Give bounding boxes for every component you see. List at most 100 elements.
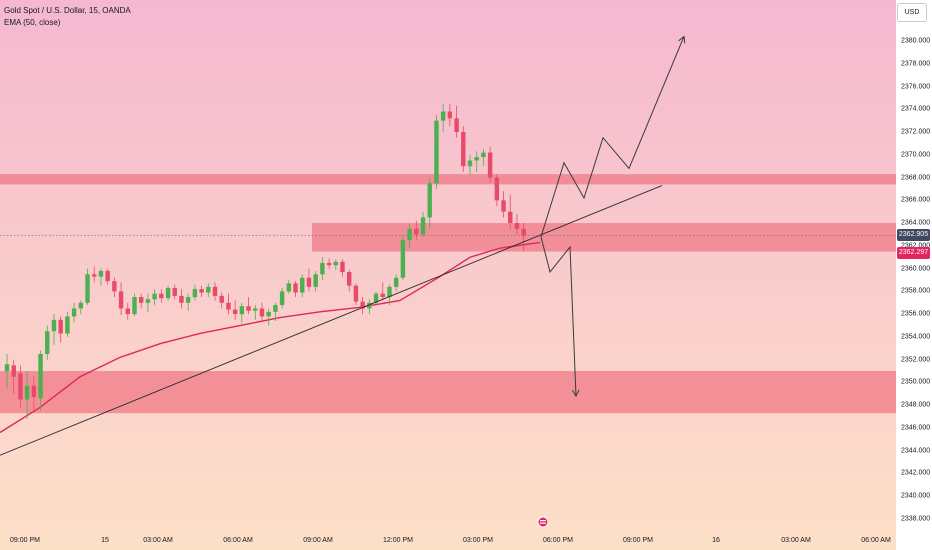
candle[interactable] — [132, 293, 137, 317]
candle[interactable] — [414, 220, 419, 241]
candle[interactable] — [340, 259, 345, 277]
candle[interactable] — [367, 299, 372, 315]
candle[interactable] — [239, 302, 245, 324]
candle[interactable] — [232, 300, 238, 320]
candle[interactable] — [293, 281, 298, 298]
candle[interactable] — [11, 359, 16, 394]
candle[interactable] — [427, 177, 432, 229]
candle[interactable] — [521, 223, 526, 252]
candle[interactable] — [253, 305, 258, 320]
candle[interactable] — [407, 223, 412, 249]
trendline[interactable] — [0, 185, 663, 456]
candle-body — [38, 353, 43, 399]
candle[interactable] — [420, 211, 426, 237]
sr-zone-2[interactable] — [312, 223, 896, 252]
candle[interactable] — [219, 292, 224, 309]
candle[interactable] — [112, 277, 117, 298]
candle[interactable] — [447, 103, 453, 127]
candle[interactable] — [185, 293, 191, 311]
candle[interactable] — [92, 266, 97, 283]
candle[interactable] — [494, 174, 500, 207]
candle[interactable] — [65, 311, 70, 337]
candle[interactable] — [387, 284, 392, 306]
candle-body — [31, 385, 37, 398]
candle[interactable] — [78, 300, 84, 315]
candle[interactable] — [226, 293, 231, 315]
candle[interactable] — [105, 268, 110, 285]
candle[interactable] — [279, 287, 285, 309]
candle[interactable] — [145, 293, 151, 312]
candle[interactable] — [51, 314, 57, 345]
candle[interactable] — [266, 308, 271, 326]
candle[interactable] — [300, 274, 305, 298]
candle[interactable] — [333, 259, 338, 270]
candle[interactable] — [159, 289, 164, 303]
candle-body — [333, 261, 338, 266]
candle[interactable] — [434, 114, 439, 189]
candle-body — [179, 295, 184, 303]
candle-body — [11, 365, 16, 377]
candle[interactable] — [139, 293, 144, 309]
candle[interactable] — [273, 302, 278, 321]
candle[interactable] — [4, 353, 10, 389]
candle[interactable] — [18, 365, 23, 408]
projection-down-line — [540, 236, 577, 397]
candle[interactable] — [514, 213, 520, 235]
candle[interactable] — [467, 154, 473, 176]
candle[interactable] — [286, 280, 292, 294]
candle-body — [300, 277, 305, 293]
candle[interactable] — [192, 284, 198, 301]
candle[interactable] — [24, 371, 30, 419]
candle-body — [347, 272, 352, 286]
candle[interactable] — [199, 285, 204, 298]
sr-zone-1[interactable] — [0, 174, 896, 185]
candle[interactable] — [179, 289, 184, 309]
candle[interactable] — [454, 105, 459, 138]
candle[interactable] — [206, 283, 211, 298]
candle[interactable] — [259, 302, 265, 321]
candle[interactable] — [373, 291, 379, 306]
candle[interactable] — [165, 285, 171, 301]
candle[interactable] — [487, 146, 493, 184]
candle[interactable] — [440, 103, 446, 133]
candle[interactable] — [461, 126, 466, 172]
candle[interactable] — [306, 268, 312, 292]
candle[interactable] — [481, 149, 486, 167]
candle[interactable] — [152, 289, 157, 306]
candle[interactable] — [172, 284, 177, 300]
time-tick-label: 12:00 PM — [383, 537, 413, 544]
candle[interactable] — [474, 151, 479, 172]
projection-down[interactable] — [540, 236, 580, 398]
economic-event-flag-icon[interactable] — [537, 516, 549, 528]
candle-body — [192, 289, 198, 298]
candle[interactable] — [125, 302, 130, 320]
candle[interactable] — [71, 302, 77, 323]
candle[interactable] — [353, 283, 359, 306]
candle[interactable] — [118, 282, 124, 316]
candle[interactable] — [326, 258, 332, 269]
candle[interactable] — [380, 282, 385, 301]
currency-badge[interactable]: USD — [897, 3, 927, 22]
candle[interactable] — [360, 297, 365, 315]
candle[interactable] — [320, 257, 325, 280]
candle[interactable] — [313, 270, 318, 292]
candle[interactable] — [501, 191, 506, 218]
ema-line[interactable] — [0, 241, 541, 434]
candle[interactable] — [393, 274, 399, 292]
candle[interactable] — [85, 268, 90, 306]
price-tick-label: 2380.000 — [901, 37, 931, 45]
candle[interactable] — [98, 268, 104, 286]
candle[interactable] — [45, 325, 50, 360]
candle[interactable] — [347, 269, 352, 292]
candle[interactable] — [58, 316, 63, 343]
time-tick-label: 03:00 AM — [143, 537, 173, 544]
candle[interactable] — [508, 194, 513, 229]
candle[interactable] — [31, 376, 37, 410]
candle[interactable] — [38, 350, 43, 411]
candle[interactable] — [400, 234, 406, 280]
candle[interactable] — [246, 297, 251, 315]
candle[interactable] — [212, 282, 218, 301]
projection-up[interactable] — [540, 35, 686, 237]
sr-zone-3[interactable] — [0, 371, 896, 414]
